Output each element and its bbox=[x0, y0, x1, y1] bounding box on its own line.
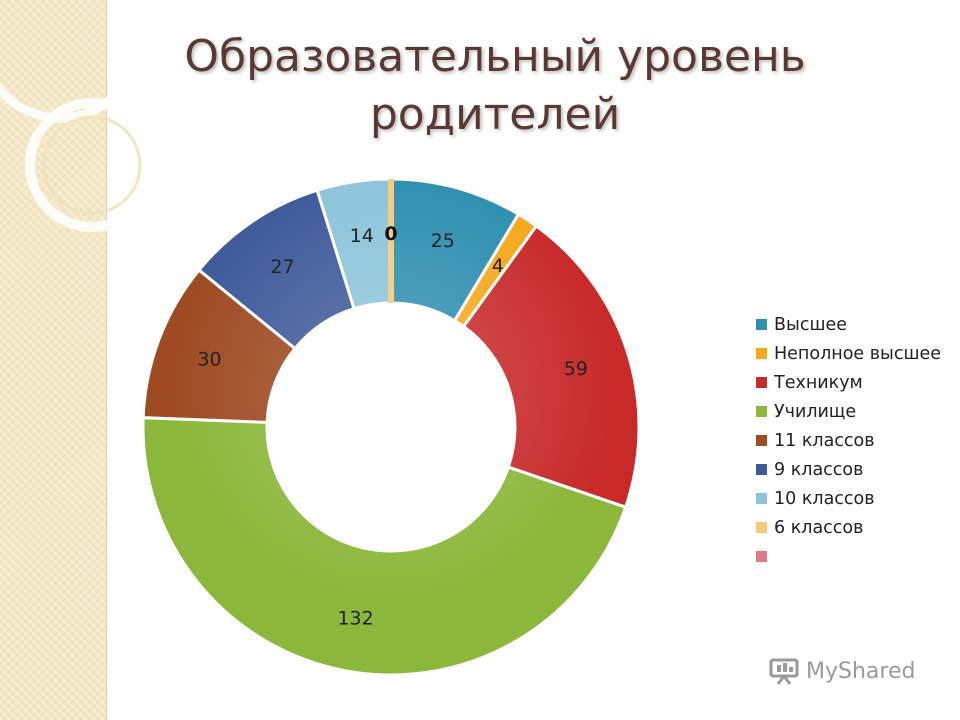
legend-swatch bbox=[756, 435, 767, 446]
legend-label: 11 классов bbox=[774, 430, 875, 451]
legend-swatch bbox=[756, 522, 767, 533]
presentation-icon bbox=[769, 658, 799, 685]
slide-title: Образовательный уровень родителей bbox=[150, 28, 840, 144]
legend-label: Неполное высшее bbox=[774, 343, 942, 364]
watermark-text: MyShared bbox=[806, 658, 916, 684]
data-label-6-классов: 0 bbox=[384, 223, 397, 245]
legend-label: Техникум bbox=[774, 372, 863, 393]
title-line-1: Образовательный уровень bbox=[184, 31, 806, 82]
legend-swatch bbox=[756, 406, 767, 417]
legend-item-неполное-высшее: Неполное высшее bbox=[756, 339, 960, 368]
data-label-техникум: 59 bbox=[564, 358, 588, 380]
legend-swatch bbox=[756, 464, 767, 475]
legend-swatch bbox=[756, 348, 767, 359]
data-label-училище: 132 bbox=[337, 608, 373, 630]
data-label-9-классов: 27 bbox=[270, 256, 294, 278]
legend-item-высшее: Высшее bbox=[756, 310, 960, 339]
legend-swatch bbox=[756, 377, 767, 388]
legend-item-техникум: Техникум bbox=[756, 368, 960, 397]
data-label-неполное-высшее: 4 bbox=[492, 255, 504, 277]
legend-label: Училище bbox=[774, 401, 857, 422]
legend-item-blank bbox=[756, 542, 960, 571]
legend-item-6-классов: 6 классов bbox=[756, 513, 960, 542]
data-label-11-классов: 30 bbox=[197, 348, 221, 370]
watermark: MyShared bbox=[768, 656, 915, 686]
legend-swatch bbox=[756, 551, 767, 562]
legend-swatch bbox=[756, 493, 767, 504]
decorative-circles bbox=[0, 0, 159, 232]
legend-item-11-классов: 11 классов bbox=[756, 426, 960, 455]
legend-item-10-классов: 10 классов bbox=[756, 484, 960, 513]
ring-shine bbox=[143, 179, 639, 675]
legend-label: 9 классов bbox=[774, 459, 864, 480]
data-label-10-классов: 14 bbox=[350, 225, 374, 247]
legend-item-училище: Училище bbox=[756, 397, 960, 426]
legend-swatch bbox=[756, 319, 767, 330]
data-label-высшее: 25 bbox=[431, 230, 455, 252]
legend-label: 10 классов bbox=[774, 488, 875, 509]
legend-item-9-классов: 9 классов bbox=[756, 455, 960, 484]
legend-label: Высшее bbox=[774, 314, 847, 335]
title-line-2: родителей bbox=[369, 89, 621, 140]
legend-label: 6 классов bbox=[774, 517, 864, 538]
chart-legend: Высшее Неполное высшее Техникум Училище 11 к… bbox=[756, 310, 960, 571]
